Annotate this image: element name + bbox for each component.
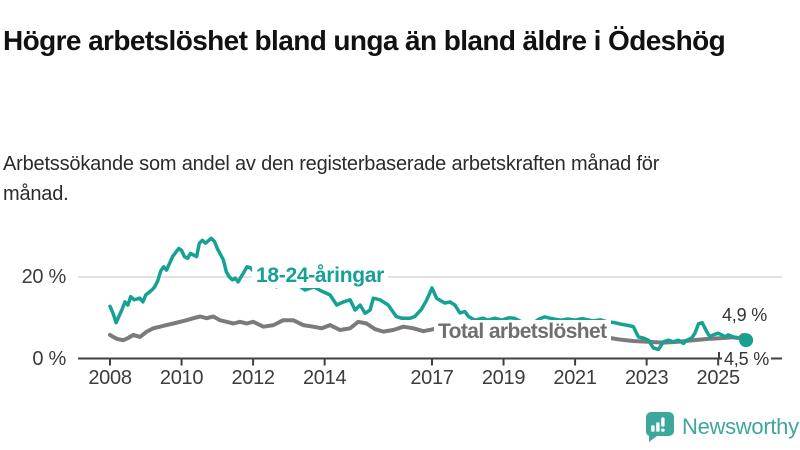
newsworthy-logo-icon xyxy=(646,412,674,442)
y-axis-label-0: 0 % xyxy=(32,348,66,370)
newsworthy-brand-text: Newsworthy xyxy=(682,414,799,439)
page-title: Högre arbetslöshet bland unga än bland ä… xyxy=(3,24,726,56)
newsworthy-brand: Newsworthy xyxy=(644,411,799,443)
end-dot-youth xyxy=(739,333,754,348)
series-label-youth: 18-24-åringar xyxy=(252,264,388,288)
series-label-total: Total arbetslöshet xyxy=(434,320,611,344)
y-axis-label-20: 20 % xyxy=(21,266,67,288)
end-value-total: 4,9 % xyxy=(722,305,768,325)
chart-subtitle: Arbetssökande som andel av den registerb… xyxy=(3,153,660,205)
end-value-youth: 4,5 % xyxy=(722,349,772,369)
series-line-youth xyxy=(108,236,748,352)
